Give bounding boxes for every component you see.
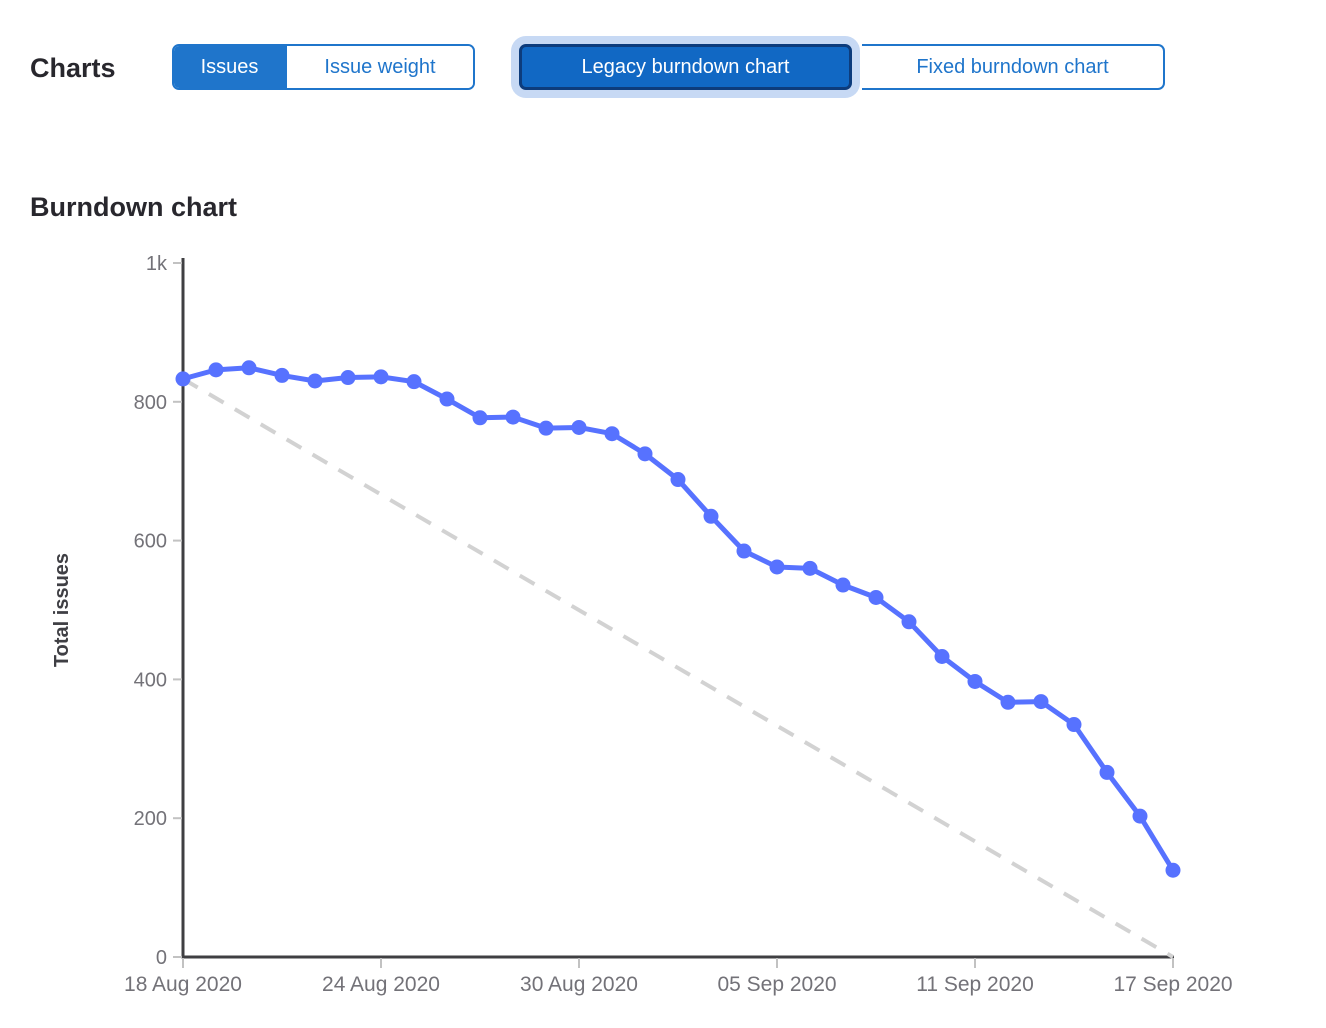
- data-point[interactable]: [901, 614, 917, 630]
- charts-heading: Charts: [30, 53, 116, 83]
- y-tick-label: 400: [134, 669, 167, 691]
- data-point[interactable]: [802, 560, 818, 576]
- data-point[interactable]: [835, 577, 851, 593]
- data-point[interactable]: [373, 369, 389, 385]
- data-point[interactable]: [1033, 694, 1049, 710]
- y-axis-title: Total issues: [51, 553, 73, 667]
- x-tick-label: 17 Sep 2020: [1113, 973, 1232, 996]
- ideal-burndown-guideline: [181, 377, 1175, 959]
- data-point[interactable]: [472, 410, 488, 426]
- data-point[interactable]: [241, 360, 257, 376]
- x-tick-label: 05 Sep 2020: [717, 973, 836, 996]
- section-title: Burndown chart: [30, 192, 237, 223]
- data-point[interactable]: [1099, 764, 1115, 780]
- issue-weight-toggle-button[interactable]: Issue weight: [285, 46, 473, 88]
- data-point[interactable]: [769, 559, 785, 575]
- data-point[interactable]: [1165, 862, 1181, 878]
- x-tick-label: 11 Sep 2020: [916, 973, 1034, 996]
- data-point[interactable]: [1132, 808, 1148, 824]
- data-point[interactable]: [967, 673, 983, 689]
- fixed-burndown-chart-button[interactable]: Fixed burndown chart: [862, 44, 1165, 90]
- y-tick-label: 800: [134, 392, 167, 414]
- data-point[interactable]: [637, 446, 653, 462]
- data-point[interactable]: [439, 391, 455, 407]
- y-tick-label: 600: [134, 531, 167, 553]
- issue-type-toggle-group: Issues Issue weight: [172, 44, 475, 90]
- x-tick-label: 24 Aug 2020: [322, 973, 440, 996]
- data-point[interactable]: [307, 373, 323, 389]
- data-point[interactable]: [934, 648, 950, 664]
- data-point[interactable]: [175, 371, 191, 387]
- y-tick-label: 0: [156, 947, 167, 969]
- data-point[interactable]: [505, 409, 521, 425]
- legacy-burndown-chart-button[interactable]: Legacy burndown chart: [519, 44, 852, 90]
- y-tick-label: 200: [134, 808, 167, 830]
- x-tick-label: 30 Aug 2020: [520, 973, 638, 996]
- x-tick-label: 18 Aug 2020: [124, 973, 242, 996]
- issues-toggle-button[interactable]: Issues: [174, 46, 285, 88]
- data-point[interactable]: [1000, 694, 1016, 710]
- data-point[interactable]: [736, 543, 752, 559]
- data-point[interactable]: [208, 362, 224, 378]
- y-tick-label: 1k: [146, 253, 168, 275]
- data-point[interactable]: [571, 419, 587, 435]
- data-point[interactable]: [670, 472, 686, 488]
- data-point[interactable]: [274, 367, 290, 383]
- data-point[interactable]: [406, 374, 422, 390]
- data-point[interactable]: [1066, 717, 1082, 733]
- data-point[interactable]: [538, 420, 554, 436]
- data-point[interactable]: [868, 590, 884, 606]
- data-point[interactable]: [604, 426, 620, 442]
- data-point[interactable]: [340, 370, 356, 386]
- actual-burndown-line: [180, 365, 1176, 873]
- data-point[interactable]: [703, 508, 719, 524]
